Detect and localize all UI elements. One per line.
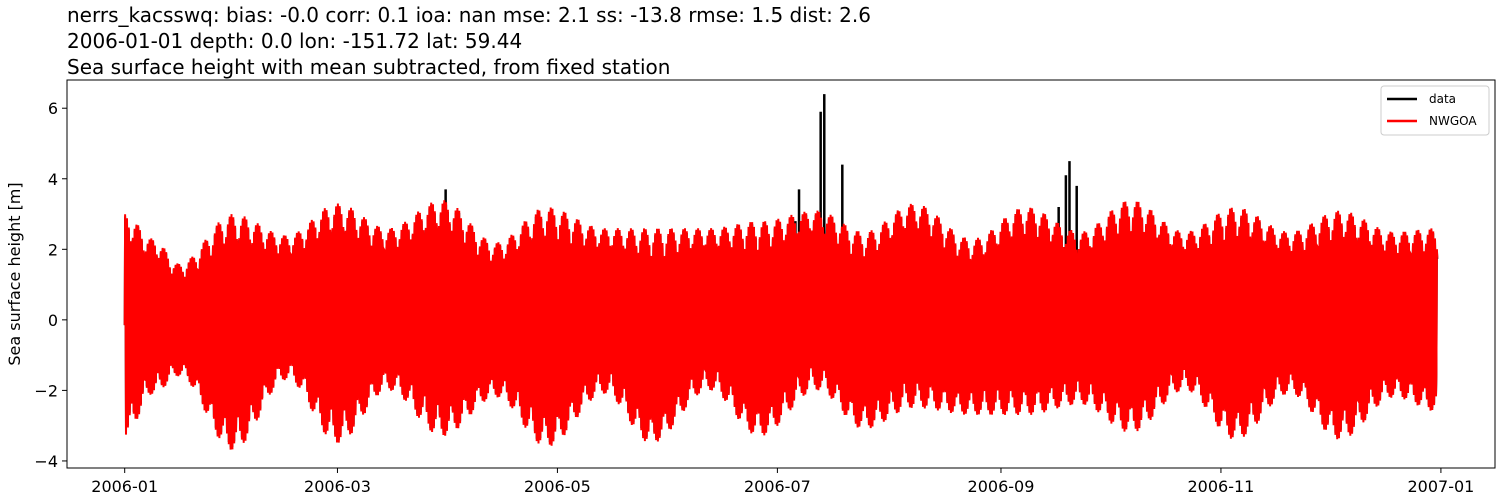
- chart-title: nerrs_kacsswq: bias: -0.0 corr: 0.1 ioa:…: [67, 3, 871, 79]
- x-tick-label: 2006-03: [304, 477, 371, 496]
- x-tick-label: 2006-01: [91, 477, 158, 496]
- x-tick-label: 2006-11: [1188, 477, 1255, 496]
- y-tick-label: −2: [34, 381, 58, 400]
- y-tick-label: 0: [48, 311, 58, 330]
- y-tick-label: −4: [34, 452, 58, 471]
- title-line-2: 2006-01-01 depth: 0.0 lon: -151.72 lat: …: [67, 29, 522, 53]
- title-line-3: Sea surface height with mean subtracted,…: [67, 55, 670, 79]
- y-tick-label: 2: [48, 240, 58, 259]
- y-axis: −4 −2 0 2 4 6: [34, 99, 67, 471]
- series-nwgoa-line: [123, 200, 1439, 450]
- legend-label-data: data: [1429, 92, 1456, 106]
- y-tick-label: 4: [48, 170, 58, 189]
- legend: data NWGOA: [1380, 85, 1490, 136]
- title-line-1: nerrs_kacsswq: bias: -0.0 corr: 0.1 ioa:…: [67, 3, 871, 27]
- y-axis-label: Sea surface height [m]: [5, 182, 24, 365]
- plot-frame: [66, 79, 1496, 469]
- x-tick-label: 2006-09: [968, 477, 1035, 496]
- x-tick-label: 2007-01: [1407, 477, 1474, 496]
- x-tick-label: 2006-05: [524, 477, 591, 496]
- legend-label-nwgoa: NWGOA: [1429, 114, 1477, 128]
- y-tick-label: 6: [48, 99, 58, 118]
- x-axis: 2006-01 2006-03 2006-05 2006-07 2006-09 2006-…: [91, 468, 1474, 496]
- x-tick-label: 2006-07: [744, 477, 811, 496]
